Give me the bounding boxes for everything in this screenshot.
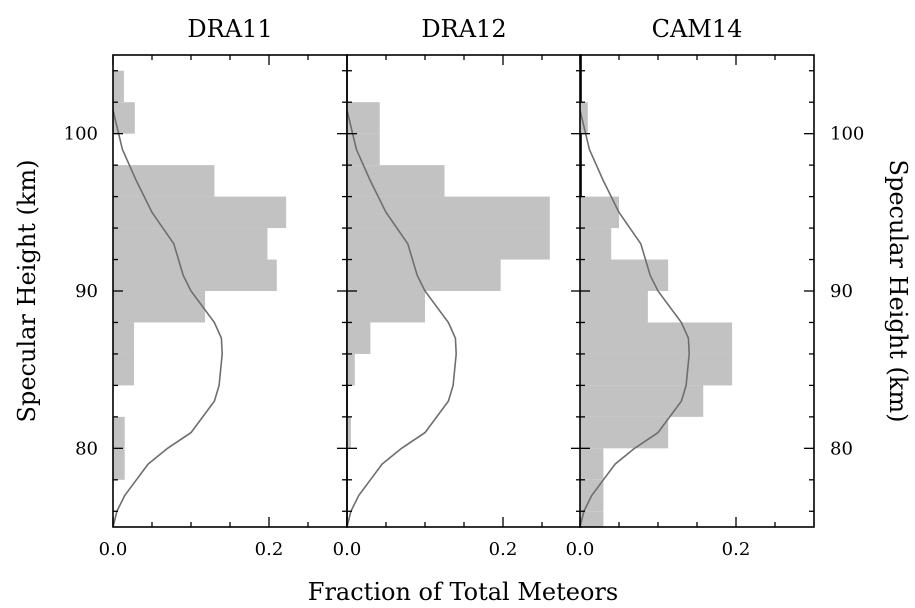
histogram-bar bbox=[580, 291, 648, 323]
histogram-bar bbox=[113, 322, 135, 354]
histogram-bar bbox=[113, 102, 135, 134]
model-curve bbox=[112, 109, 224, 528]
x-tick-label: 0.0 bbox=[333, 539, 362, 560]
panel-cam14: CAM14 0.0 0.2 bbox=[566, 15, 815, 560]
histogram-bar bbox=[113, 70, 124, 103]
histogram-bar bbox=[580, 102, 588, 134]
y-tick-label-left: 100 bbox=[64, 124, 98, 145]
histogram-bar bbox=[347, 322, 371, 354]
model-curve bbox=[579, 109, 691, 528]
x-tick-label: 0.0 bbox=[99, 539, 128, 560]
model-curve bbox=[346, 109, 458, 528]
y-tick-label-right: 90 bbox=[830, 281, 853, 302]
histogram-bar bbox=[580, 448, 604, 480]
x-tick-label: 0.2 bbox=[255, 539, 284, 560]
x-axis-label: Fraction of Total Meteors bbox=[308, 578, 618, 606]
y-axis-label-right: Specular Height (km) bbox=[884, 160, 912, 423]
histogram-bar bbox=[113, 291, 206, 323]
histogram-bar bbox=[113, 416, 125, 449]
histogram-bar bbox=[347, 228, 550, 260]
y-tick-label-left: 80 bbox=[75, 438, 98, 459]
histogram-bar bbox=[580, 416, 669, 449]
panel-title: CAM14 bbox=[652, 15, 743, 43]
histogram-bar bbox=[347, 416, 351, 449]
panel-title: DRA11 bbox=[187, 15, 272, 43]
panels: DRA11 0.0 0.2 DRA12 0.0 0.2 CAM14 0.0 0.2 80 80 90 9… bbox=[64, 15, 865, 560]
y-tick-label-left: 90 bbox=[75, 281, 98, 302]
histogram-bar bbox=[580, 511, 604, 527]
y-tick-label-right: 80 bbox=[830, 438, 853, 459]
histogram-bar bbox=[113, 353, 135, 386]
y-tick-label-right: 100 bbox=[830, 124, 864, 145]
histogram-bar bbox=[347, 291, 425, 323]
panel-title: DRA12 bbox=[421, 15, 506, 43]
x-tick-label: 0.0 bbox=[566, 539, 595, 560]
histogram-bar bbox=[113, 228, 268, 260]
histogram-bar bbox=[113, 259, 277, 291]
histogram-bar bbox=[347, 165, 445, 197]
histogram-bar bbox=[580, 228, 612, 260]
histogram-bar bbox=[347, 133, 380, 166]
histogram-bar bbox=[347, 353, 355, 386]
x-tick-label: 0.2 bbox=[722, 539, 751, 560]
histogram-bar bbox=[347, 196, 550, 229]
histogram-bar bbox=[113, 448, 125, 480]
histogram-bar bbox=[580, 385, 704, 417]
x-tick-label: 0.2 bbox=[489, 539, 518, 560]
panel-dra11: DRA11 0.0 0.2 bbox=[99, 15, 348, 560]
histogram-bar bbox=[113, 165, 215, 197]
histogram-bar bbox=[580, 353, 733, 386]
histogram-bar bbox=[347, 102, 380, 134]
histogram-bar bbox=[113, 196, 287, 229]
histogram-bar bbox=[580, 322, 733, 354]
panel-dra12: DRA12 0.0 0.2 bbox=[333, 15, 582, 560]
histogram-bar bbox=[347, 259, 501, 291]
histogram-bar bbox=[580, 259, 669, 291]
histogram-bar bbox=[580, 196, 619, 229]
y-axis-label-left: Specular Height (km) bbox=[13, 160, 41, 423]
